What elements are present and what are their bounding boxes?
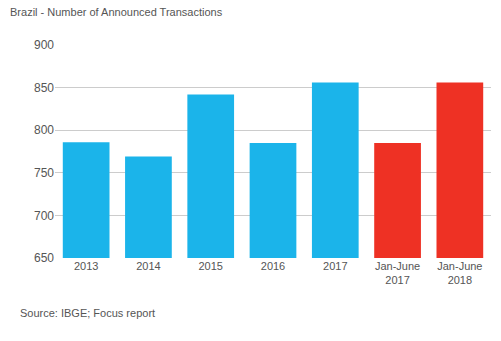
- svg-text:850: 850: [34, 81, 54, 95]
- svg-text:Jan-June2017: Jan-June2017: [375, 260, 420, 286]
- svg-text:800: 800: [34, 123, 54, 137]
- svg-text:Brazil - Number of Announced T: Brazil - Number of Announced Transaction…: [10, 6, 223, 18]
- svg-text:Jan-June2018: Jan-June2018: [437, 260, 482, 286]
- svg-text:750: 750: [34, 166, 54, 180]
- svg-text:2016: 2016: [261, 260, 285, 272]
- svg-text:2014: 2014: [136, 260, 160, 272]
- svg-text:2015: 2015: [198, 260, 222, 272]
- svg-text:Source: IBGE; Focus report: Source: IBGE; Focus report: [20, 307, 155, 319]
- svg-text:2017: 2017: [323, 260, 347, 272]
- svg-text:2013: 2013: [74, 260, 98, 272]
- svg-text:900: 900: [34, 38, 54, 52]
- svg-text:700: 700: [34, 209, 54, 223]
- svg-text:650: 650: [34, 251, 54, 265]
